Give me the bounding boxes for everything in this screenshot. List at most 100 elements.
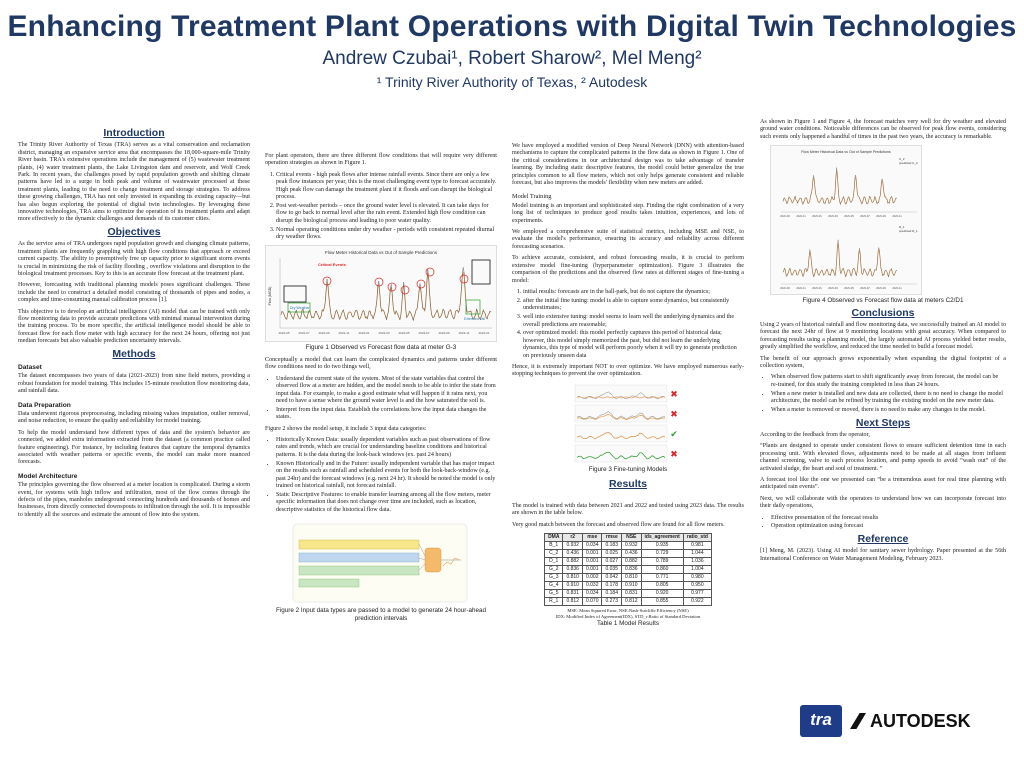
results-table-cell: 0.935 — [640, 540, 684, 550]
over-optimize-paragraph: Hence, it is extremely important NOT to … — [512, 364, 744, 378]
model-architecture-paragraph: The principles governing the flow observ… — [18, 482, 250, 518]
next-steps-paragraph-3: Next, we will collaborate with the opera… — [760, 495, 1006, 510]
results-table-cell: G_5 — [544, 588, 564, 598]
data-preparation-paragraph-1: Data underwent rigorous preprocessing, i… — [18, 411, 250, 425]
figure-4-caption: Figure 4 Observed vs Forecast flow data … — [802, 297, 964, 305]
results-table-cell: 0.980 — [682, 572, 712, 582]
figure-2 — [265, 518, 497, 606]
results-table-cell: 0.932 — [562, 540, 583, 550]
autodesk-logo-text: AUTODESK — [870, 711, 971, 731]
next-steps-quote: “Plants are designed to operate under co… — [760, 443, 1006, 472]
figure-1-title: Flow Meter Historical Data vs Out of Sam… — [325, 250, 438, 255]
results-table-cell: 0.001 — [581, 564, 603, 574]
objectives-paragraph-3: This objective is to develop an artifici… — [18, 308, 250, 345]
figure-1-ylabel: Flow (MGD) — [268, 287, 272, 306]
flow-conditions-intro: For plant operators, there are three dif… — [265, 153, 497, 167]
figure-1-xtick: 2023-11 — [459, 331, 470, 335]
input-types-list: Historically Known Data: usually depende… — [265, 437, 497, 514]
objectives-heading: Objectives — [107, 225, 161, 238]
figure-2-model-box — [424, 547, 442, 573]
figure-2-block — [298, 565, 420, 576]
figure-4-xtick: 2023-05 — [844, 286, 854, 290]
results-table-cell: G_3 — [544, 572, 564, 582]
figure-4-top-observed — [782, 167, 898, 206]
figure-3-forecast — [576, 451, 666, 460]
figure-4-xtick: 2023-01 — [812, 286, 822, 290]
figure-1-chart: Flow Meter Historical Data vs Out of Sam… — [268, 250, 492, 335]
results-table-cell: 0.882 — [562, 556, 583, 566]
column-2: For plant operators, there are three dif… — [265, 125, 497, 627]
results-table-cell: 0.805 — [640, 580, 684, 590]
next-steps-list: Effective presentation of the forecast r… — [760, 515, 1006, 531]
results-table-cell: 0.831 — [621, 588, 642, 598]
figure-1-critical-marker — [322, 277, 332, 286]
input-type-item: Static Descriptive Features: to enable t… — [276, 492, 497, 514]
tra-logo: tra — [800, 705, 842, 737]
results-table-cell: G_2 — [544, 564, 564, 574]
results-table-cell: 0.882 — [621, 556, 642, 566]
figure-3-forecast — [576, 396, 666, 399]
results-table-header: NSE — [621, 532, 642, 542]
concept-item: Understand the current state of the syst… — [276, 376, 497, 406]
column-3: We have employed a modified version of D… — [512, 125, 744, 633]
column-1: Introduction The Trinity River Authority… — [18, 125, 250, 523]
tuning-stage-item: initial results: forecasts are in the ba… — [523, 289, 744, 296]
results-table-cell: 0.977 — [682, 588, 712, 598]
forecast-match-paragraph: As shown in Figure 1 and Figure 4, the f… — [760, 119, 1006, 140]
next-steps-paragraph-2: A forecast tool like the one we presente… — [760, 476, 1006, 491]
figure-1-xtick: 2022-09 — [318, 331, 329, 335]
data-preparation-heading: Data Preparation — [18, 401, 71, 409]
figure-1-xtick: 2023-07 — [418, 331, 429, 335]
results-table-cell: 0.035 — [601, 564, 622, 574]
results-table-cell: B_1 — [544, 540, 564, 550]
figure-4-xtick: 2023-01 — [812, 214, 822, 218]
results-table-cell: 0.950 — [682, 580, 712, 590]
figure-1-critical-marker — [387, 283, 397, 292]
model-training-paragraph-2: We employed a comprehensive suite of sta… — [512, 229, 744, 250]
figure-4-legend-top-2: predicted C_2 — [899, 161, 918, 165]
figure-1-extended-inset — [471, 260, 491, 285]
autodesk-logo: AUTODESK — [850, 711, 971, 732]
results-table-row: R_1 0.812 0.070 0.273 0.812 0.855 0.922 — [544, 596, 712, 606]
results-paragraph-2: Very good match between the forecast and… — [512, 521, 725, 528]
figure-4-legend-bottom-2: predicted D_1 — [899, 229, 918, 233]
figure-4: Flow Meter Historical Data vs Out of Sam… — [770, 145, 922, 296]
cross-icon: ✖ — [670, 449, 678, 459]
results-table-cell: 0.027 — [601, 556, 622, 566]
figure-4-xtick: 2022-11 — [796, 286, 806, 290]
figure-1-critical-marker — [425, 268, 435, 277]
figure-3-panel — [574, 444, 668, 463]
cross-icon: ✖ — [670, 409, 678, 419]
results-table-row: G_5 0.831 0.034 0.184 0.831 0.920 0.977 — [544, 588, 712, 598]
results-table-cell: 1.044 — [682, 548, 712, 558]
conclusions-item: When observed flow patterns start to shi… — [771, 374, 1006, 389]
results-table-cell: R_1 — [544, 596, 564, 606]
figure-3-panel — [574, 404, 668, 423]
results-table-header: mse — [581, 532, 603, 542]
results-table-header-row: DMA r2 mse rmse NSE ids_agreement ratio_… — [544, 532, 712, 542]
results-table-cell: 0.789 — [640, 556, 684, 566]
methods-heading: Methods — [112, 347, 156, 360]
results-table-cell: 0.932 — [621, 540, 642, 550]
figure-2-block — [298, 552, 420, 563]
figure-4-title: Flow Meter Historical Data vs Out of Sam… — [801, 150, 891, 154]
objectives-paragraph-1: As the service area of TRA undergoes rap… — [18, 241, 250, 277]
tuning-stage-item: well into extensive tuning: model seems … — [523, 314, 744, 329]
results-table-cell: 0.184 — [601, 588, 622, 598]
figure-1-critical-marker — [416, 280, 426, 289]
data-preparation-paragraph-2: To help the model understand how differe… — [18, 429, 250, 466]
figure-3-panel — [574, 424, 668, 443]
results-table-cell: C_2 — [544, 548, 564, 558]
figure-4-xtick: 2023-11 — [892, 214, 902, 218]
autodesk-logo-mark-icon — [850, 713, 866, 729]
results-table-cell: 0.436 — [621, 548, 642, 558]
flow-condition-item: Critical events - high peak flows after … — [276, 172, 497, 202]
results-table-cell: 0.812 — [621, 596, 642, 606]
figure-3-panel — [574, 384, 668, 403]
results-table-body: B_1 0.932 0.034 0.183 0.932 0.935 0.981 C_2 0.43… — [544, 540, 712, 606]
figure-1-forecast-line — [280, 272, 492, 322]
results-table-row: B_1 0.932 0.034 0.183 0.932 0.935 0.981 — [544, 540, 712, 550]
figure-4-xtick: 2023-03 — [828, 214, 838, 218]
tuning-stage-item: over optimized model: this model perfect… — [523, 330, 744, 360]
results-table-cell: 0.034 — [581, 588, 603, 598]
